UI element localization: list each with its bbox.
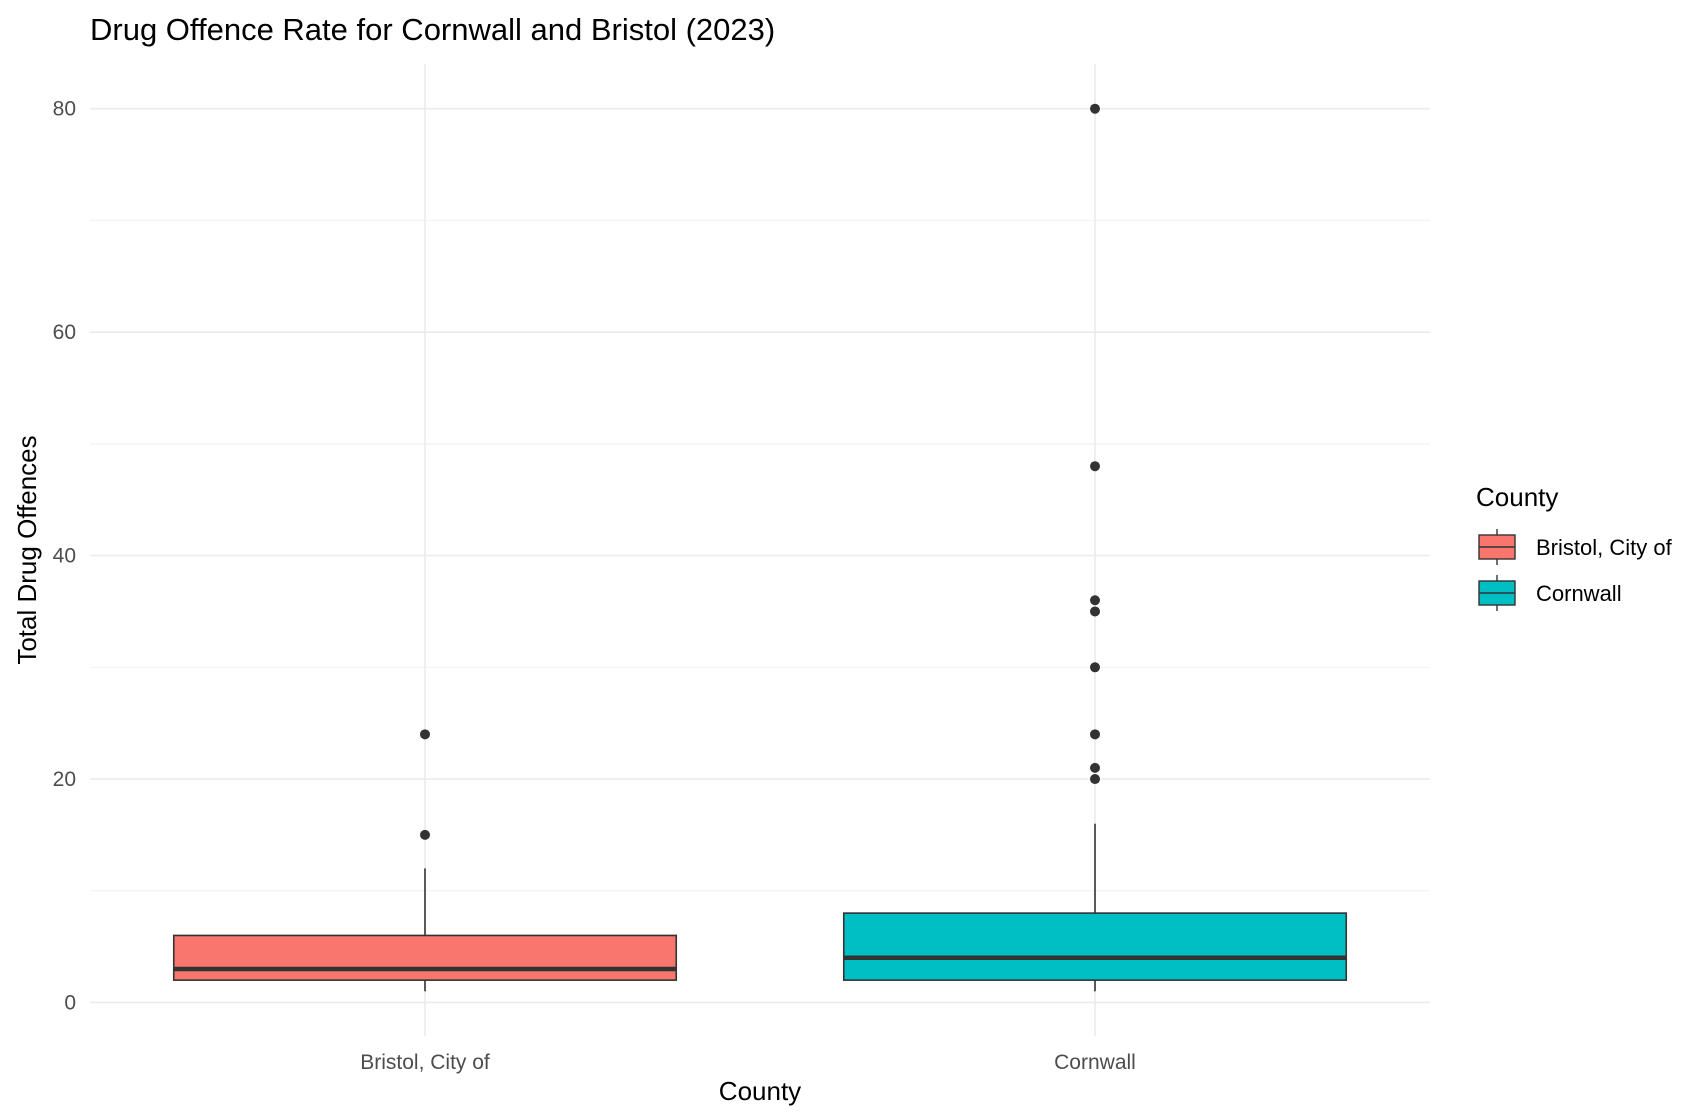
x-tick-label: Bristol, City of <box>360 1051 490 1074</box>
outlier-point <box>1090 774 1100 785</box>
outlier-point <box>420 729 430 740</box>
legend-label: Bristol, City of <box>1536 535 1673 560</box>
y-axis-title: Total Drug Offences <box>12 435 42 664</box>
y-tick-label: 20 <box>53 768 76 791</box>
x-axis-title: County <box>719 1076 801 1106</box>
y-axis-ticks: 0 20 40 60 80 <box>53 98 76 1015</box>
x-axis-ticks: Bristol, City of Cornwall <box>360 1051 1136 1074</box>
outlier-point <box>1090 662 1100 673</box>
outlier-point <box>1090 606 1100 617</box>
boxes <box>172 103 1348 992</box>
chart-title: Drug Offence Rate for Cornwall and Brist… <box>90 12 775 47</box>
legend-item: Bristol, City of <box>1478 529 1673 565</box>
box-group <box>172 729 678 992</box>
outlier-point <box>1090 762 1100 773</box>
outlier-point <box>1090 461 1100 472</box>
outlier-point <box>1090 103 1100 114</box>
outlier-point <box>1090 595 1100 606</box>
grid-lines <box>90 64 1430 1036</box>
legend-title: County <box>1476 482 1558 512</box>
legend: County Bristol, City of Cornwall <box>1476 482 1673 611</box>
y-tick-label: 40 <box>53 545 76 568</box>
outlier-point <box>1090 729 1100 740</box>
x-tick-label: Cornwall <box>1054 1051 1136 1074</box>
y-tick-label: 0 <box>64 991 76 1014</box>
legend-label: Cornwall <box>1536 581 1622 606</box>
box-iqr <box>172 934 678 981</box>
y-tick-label: 60 <box>53 321 76 344</box>
outlier-point <box>420 829 430 840</box>
box-iqr <box>842 912 1348 981</box>
y-tick-label: 80 <box>53 98 76 121</box>
box-group <box>842 103 1348 992</box>
legend-item: Cornwall <box>1478 575 1622 611</box>
